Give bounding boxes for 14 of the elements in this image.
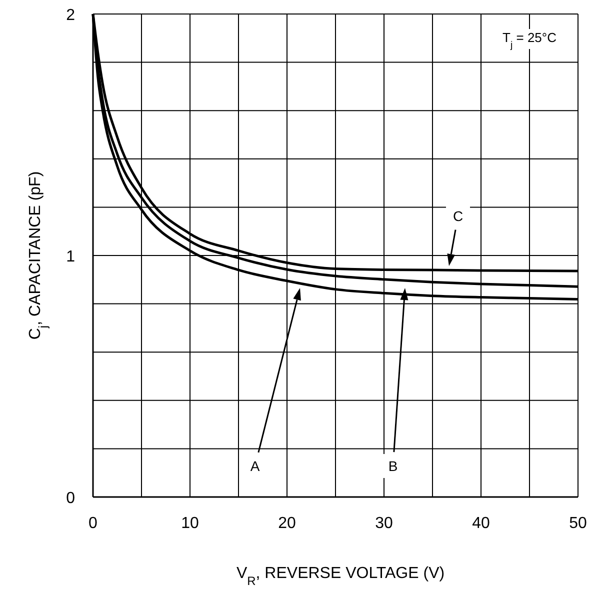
x-tick-label: 50 [569,515,587,532]
x-tick-label: 30 [375,515,393,532]
x-tick-label: 40 [472,515,490,532]
x-tick-label: 10 [181,515,199,532]
y-tick-label: 2 [66,7,76,24]
x-axis-title: V$_{R}$, REVERSE VOLTAGE (V) [236,565,445,588]
y-tick-label: 1 [66,248,76,266]
x-tick-label: 20 [278,515,296,532]
x-tick-label: 0 [88,515,98,532]
annotation: T$_{j}$ = 25°C [502,30,556,50]
annotation: C [452,208,464,224]
annotation: A [250,458,260,474]
y-tick-label: 0 [66,490,76,507]
annotation: B [388,458,398,474]
